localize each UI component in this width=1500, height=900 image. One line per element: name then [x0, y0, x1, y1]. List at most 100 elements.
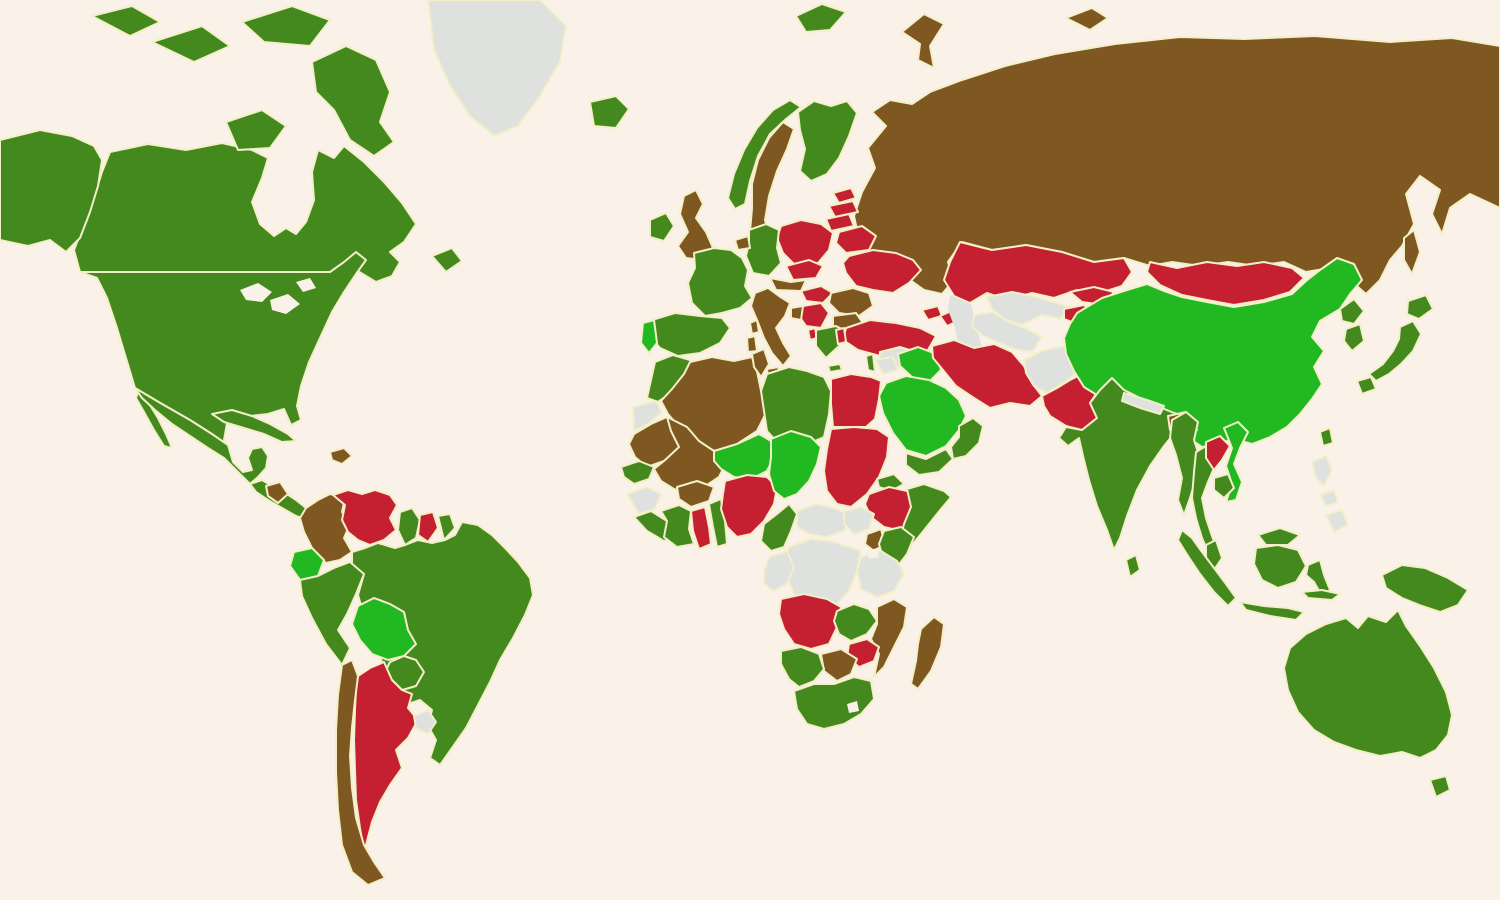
country-philippines-luzon[interactable] [1311, 455, 1333, 487]
country-congo-gabon[interactable] [763, 550, 795, 592]
country-cuba[interactable] [211, 409, 297, 443]
country-cote-divoire[interactable] [660, 504, 695, 548]
country-yemen[interactable] [905, 448, 954, 476]
country-hispaniola[interactable] [329, 447, 353, 465]
country-latvia[interactable] [828, 200, 859, 218]
country-lithuania[interactable] [825, 213, 855, 232]
country-bolivia[interactable] [351, 597, 417, 661]
country-mexico-baja[interactable] [135, 391, 173, 449]
country-russia-sakhalin[interactable] [1403, 229, 1421, 275]
country-nepal[interactable] [1121, 392, 1165, 415]
country-indonesia-java[interactable] [1239, 601, 1305, 621]
country-senegal[interactable] [620, 460, 655, 485]
country-sudan[interactable] [823, 426, 890, 508]
country-south-korea[interactable] [1343, 323, 1365, 352]
country-usa-alaska[interactable] [0, 129, 103, 253]
country-greenland[interactable] [427, 0, 567, 137]
country-france[interactable] [687, 247, 753, 317]
country-iran[interactable] [931, 339, 1043, 409]
country-indonesia-borneo[interactable] [1253, 544, 1307, 589]
country-peru[interactable] [299, 561, 365, 666]
country-germany[interactable] [745, 223, 782, 277]
country-iraq[interactable] [897, 346, 942, 383]
country-uruguay[interactable] [413, 709, 437, 735]
country-philippines-visayas[interactable] [1319, 489, 1339, 507]
country-guyana[interactable] [397, 507, 421, 546]
country-french-guiana[interactable] [437, 513, 456, 541]
country-finland[interactable] [797, 100, 858, 182]
country-sri-lanka[interactable] [1125, 554, 1141, 578]
country-south-africa[interactable] [793, 676, 875, 730]
country-italy-corsica[interactable] [749, 319, 760, 335]
country-svalbard[interactable] [795, 3, 847, 33]
country-laos[interactable] [1205, 435, 1231, 471]
country-norway[interactable] [727, 99, 802, 210]
country-indonesia-sumatra[interactable] [1177, 529, 1237, 607]
country-canada-newfoundland[interactable] [431, 247, 463, 273]
country-canada-baffin[interactable] [311, 45, 395, 157]
country-mozambique[interactable] [870, 598, 908, 678]
country-venezuela[interactable] [332, 489, 398, 546]
country-north-korea[interactable] [1339, 298, 1365, 325]
country-india[interactable] [1058, 377, 1198, 551]
country-czech-slovakia[interactable] [785, 259, 824, 281]
country-nicaragua[interactable] [265, 481, 289, 504]
country-novaya-zemlya[interactable] [901, 13, 945, 69]
country-argentina[interactable] [353, 661, 419, 853]
country-suriname[interactable] [417, 511, 439, 543]
country-tanzania[interactable] [856, 550, 905, 598]
country-australia-tasmania[interactable] [1429, 775, 1451, 798]
country-estonia[interactable] [832, 187, 857, 204]
country-canada-arctic-west[interactable] [91, 5, 161, 37]
country-burkina-faso[interactable] [676, 480, 715, 508]
country-sweden[interactable] [749, 121, 795, 247]
country-mongolia[interactable] [1146, 261, 1305, 306]
country-ukraine[interactable] [842, 249, 922, 294]
country-chile[interactable] [335, 659, 386, 886]
country-botswana[interactable] [820, 648, 858, 682]
country-western-sahara[interactable] [632, 400, 663, 432]
country-namibia[interactable] [780, 646, 825, 688]
country-jordan[interactable] [874, 356, 899, 375]
country-cambodia[interactable] [1213, 473, 1235, 499]
country-guinea[interactable] [626, 486, 662, 515]
country-taiwan[interactable] [1319, 427, 1334, 447]
country-ireland[interactable] [649, 212, 675, 242]
country-nigeria[interactable] [720, 474, 778, 538]
country-canada-victoria-island[interactable] [225, 109, 287, 151]
country-canada-ellesmere[interactable] [241, 5, 331, 47]
country-cameroon[interactable] [760, 503, 798, 552]
country-chad[interactable] [768, 430, 822, 500]
country-iceland[interactable] [589, 95, 630, 129]
country-australia[interactable] [1283, 609, 1453, 759]
country-turkey-thrace[interactable] [835, 327, 847, 345]
country-turkmenistan[interactable] [971, 311, 1043, 353]
country-tunisia[interactable] [751, 348, 770, 378]
country-new-guinea[interactable] [1381, 564, 1469, 613]
country-benelux[interactable] [734, 235, 751, 251]
country-indonesia-lesser-sunda[interactable] [1301, 589, 1341, 601]
country-eritrea[interactable] [876, 473, 905, 492]
country-zambia[interactable] [833, 603, 878, 642]
country-saudi-arabia[interactable] [878, 375, 967, 457]
country-hungary[interactable] [800, 285, 834, 304]
country-south-sudan[interactable] [843, 506, 875, 535]
country-libya[interactable] [760, 366, 832, 448]
country-japan-honshu[interactable] [1368, 320, 1422, 382]
country-israel[interactable] [865, 353, 876, 373]
country-severnaya-zemlya[interactable] [1065, 7, 1109, 31]
country-madagascar[interactable] [910, 616, 945, 690]
country-japan-kyushu[interactable] [1356, 376, 1377, 395]
country-niger[interactable] [713, 433, 775, 480]
country-poland[interactable] [776, 219, 834, 267]
country-angola[interactable] [778, 593, 842, 650]
country-mexico[interactable] [134, 387, 269, 485]
country-lesotho[interactable] [847, 701, 859, 713]
country-malaysia-borneo[interactable] [1257, 527, 1301, 546]
country-austria[interactable] [769, 277, 807, 292]
country-egypt[interactable] [830, 373, 882, 428]
country-canada-banks[interactable] [151, 25, 231, 63]
country-japan-hokkaido[interactable] [1406, 294, 1434, 320]
country-central-african-republic[interactable] [796, 503, 852, 538]
country-italy-sardinia[interactable] [746, 335, 758, 353]
